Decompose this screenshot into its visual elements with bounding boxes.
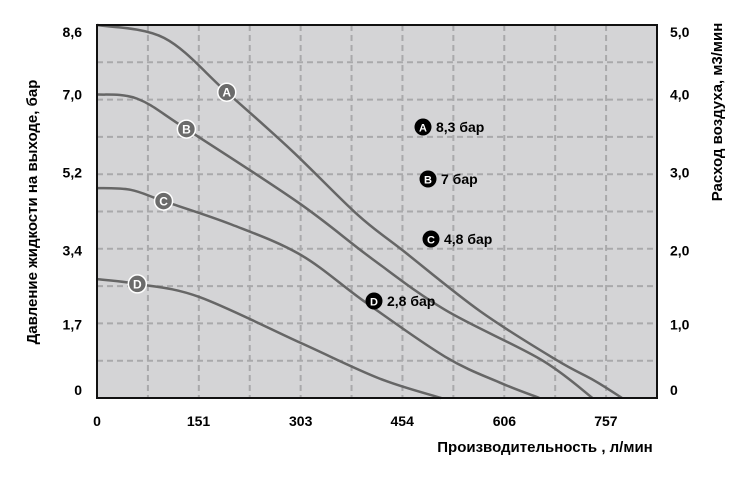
legend: A 8,3 бар B 7 бар C 4,8 бар D 2,8 бар: [365, 118, 492, 310]
x-tick-label: 151: [187, 413, 211, 429]
y2-tick-label: 4,0: [670, 86, 690, 102]
legend-item-c: C 4,8 бар: [422, 230, 492, 248]
marker-letter: B: [182, 123, 191, 137]
x-axis-label: Производительность , л/мин: [437, 439, 652, 456]
x-tick-label: 606: [493, 413, 517, 429]
y2-tick-label: 1,0: [670, 316, 690, 332]
marker-circle: [153, 191, 174, 211]
legend-item-b: B 7 бар: [419, 170, 478, 188]
y-tick-label: 3,4: [63, 243, 83, 259]
legend-letter: C: [427, 235, 435, 247]
marker-circle: [216, 82, 237, 102]
legend-marker: [419, 170, 437, 188]
y-tick-label: 8,6: [63, 24, 83, 40]
legend-marker: [422, 230, 440, 248]
x-tick-label: 303: [289, 413, 313, 429]
legend-letter: B: [424, 175, 432, 187]
x-tick-label: 454: [391, 413, 415, 429]
y-tick-label: 1,7: [63, 316, 83, 332]
marker-letter: C: [159, 195, 168, 209]
marker-letter: A: [222, 86, 231, 100]
legend-item-d: D 2,8 бар: [365, 292, 435, 310]
legend-marker: [414, 118, 432, 136]
legend-item-a: A 8,3 бар: [414, 118, 484, 136]
y2-tick-labels: 5,0 4,0 3,0 2,0 1,0 0: [670, 24, 690, 398]
y-tick-label: 5,2: [63, 164, 83, 180]
marker-circle: [127, 274, 148, 294]
legend-marker: [365, 292, 383, 310]
curve-markers: A B C D: [127, 82, 237, 294]
y2-tick-label: 5,0: [670, 24, 690, 40]
curve-a: [96, 23, 623, 400]
marker-circle: [176, 119, 197, 139]
y-tick-label: 7,0: [63, 86, 83, 102]
curve-b: [96, 93, 594, 400]
legend-label: 2,8 бар: [387, 293, 435, 309]
x-tick-label: 0: [93, 413, 101, 429]
legend-label: 4,8 бар: [444, 231, 492, 247]
y2-tick-label: 0: [670, 382, 678, 398]
legend-label: 7 бар: [441, 171, 478, 187]
y2-tick-label: 3,0: [670, 164, 690, 180]
legend-letter: D: [370, 297, 378, 309]
curve-marker-b: B: [176, 119, 197, 139]
x-tick-labels: 0 151 303 454 606 757: [93, 413, 618, 429]
y-tick-label: 0: [74, 382, 82, 398]
curve-marker-d: D: [127, 274, 148, 294]
x-tick-label: 757: [594, 413, 618, 429]
y-tick-labels: 8,6 7,0 5,2 3,4 1,7 0: [63, 24, 83, 398]
curve-marker-c: C: [153, 191, 174, 211]
marker-letter: D: [133, 277, 142, 291]
y2-tick-label: 2,0: [670, 243, 690, 259]
legend-letter: A: [419, 123, 427, 135]
plot-frame: [96, 24, 658, 399]
curve-marker-a: A: [216, 82, 237, 102]
legend-label: 8,3 бар: [436, 119, 484, 135]
y2-axis-label: Расход воздуха, м3/мин: [709, 23, 726, 202]
curve-c: [96, 186, 540, 400]
y-axis-label: Давление жидкости на выходе, бар: [24, 80, 41, 345]
